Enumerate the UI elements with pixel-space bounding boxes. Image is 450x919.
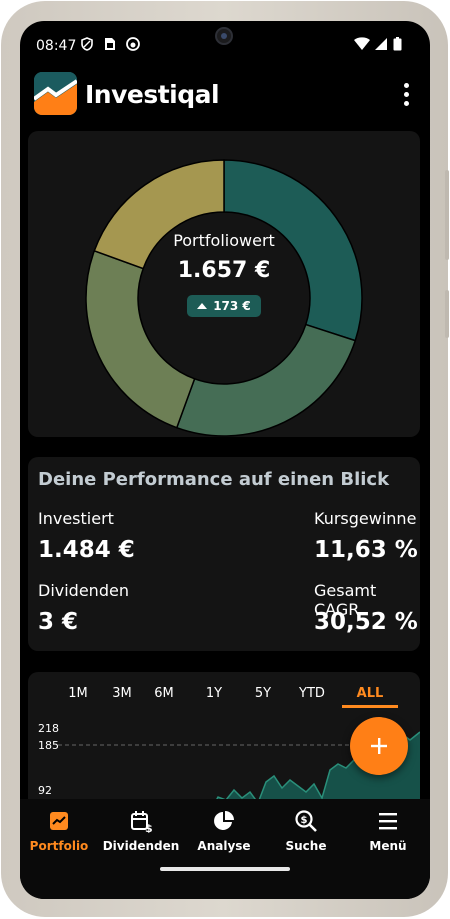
vpn-shield-icon <box>81 37 93 51</box>
nav-label: Suche <box>285 839 327 853</box>
svg-text:$: $ <box>145 822 153 833</box>
wifi-icon <box>354 37 370 50</box>
app-title: Investiqal <box>85 80 220 109</box>
nav-label: Portfolio <box>29 839 89 853</box>
range-tab-ytd[interactable]: YTD <box>299 686 325 701</box>
portfolio-donut-chart <box>85 159 363 437</box>
range-tab-1m[interactable]: 1M <box>68 686 88 701</box>
donut-segment[interactable] <box>85 249 196 429</box>
dot-icon <box>403 91 409 97</box>
svg-text:$: $ <box>301 815 308 826</box>
dividends-value: 3 € <box>38 609 79 635</box>
app-bar: Investiqal <box>20 65 430 125</box>
cagr-label: Gesamt CAGR <box>314 581 377 619</box>
menu-icon <box>379 813 397 830</box>
portfolio-chart-icon <box>50 812 68 830</box>
search-dollar-icon: $ <box>295 810 317 832</box>
status-time: 08:47 <box>36 38 77 54</box>
invested-label: Investiert <box>38 509 114 528</box>
sim-card-icon <box>105 38 115 50</box>
status-bar: 08:47 <box>20 21 430 61</box>
nav-label: Menü <box>369 839 407 853</box>
power-button <box>445 290 449 338</box>
calendar-dollar-icon: $ <box>131 811 153 833</box>
dot-icon <box>403 82 409 88</box>
nav-item-suche[interactable]: $ Suche <box>264 809 348 853</box>
bottom-navigation: Portfolio $ Dividenden Analyse $ <box>20 799 430 899</box>
portfolio-change-value: 173 € <box>213 299 251 313</box>
donut-segment[interactable] <box>175 323 357 437</box>
front-camera <box>215 27 233 45</box>
dot-icon <box>403 100 409 106</box>
portfolio-value-label: Portfoliowert <box>173 231 275 250</box>
performance-card: Deine Performance auf einen Blick Invest… <box>28 457 420 651</box>
performance-title: Deine Performance auf einen Blick <box>38 469 390 490</box>
plus-icon <box>371 738 387 754</box>
portfolio-value: 1.657 € <box>177 258 271 283</box>
add-transaction-button[interactable] <box>350 717 408 775</box>
pie-chart-icon <box>214 811 234 830</box>
portfolio-change-badge: 173 € <box>187 295 261 317</box>
signal-icon <box>375 38 387 50</box>
gains-value: 11,63 % <box>314 537 418 563</box>
nav-item-analyse[interactable]: Analyse <box>182 809 266 853</box>
donut-segment[interactable] <box>223 159 363 342</box>
nav-item-portfolio[interactable]: Portfolio <box>20 809 101 853</box>
y-axis-tick: 218 <box>38 722 59 735</box>
range-tab-1y[interactable]: 1Y <box>205 686 223 701</box>
active-range-underline <box>342 705 398 708</box>
nav-item-menu[interactable]: Menü <box>346 809 430 853</box>
y-axis-tick: 185 <box>38 739 59 752</box>
screen: 08:47 <box>20 21 430 899</box>
app-notification-icon <box>126 37 140 51</box>
overflow-menu-button[interactable] <box>394 79 418 109</box>
nav-item-dividenden[interactable]: $ Dividenden <box>99 809 183 853</box>
range-tab-all[interactable]: ALL <box>356 686 384 701</box>
donut-segment[interactable] <box>93 159 225 270</box>
range-tab-6m[interactable]: 6M <box>154 686 174 701</box>
battery-icon <box>393 37 402 51</box>
volume-button <box>445 170 449 260</box>
invested-value: 1.484 € <box>38 537 135 563</box>
donut-center: Portfoliowert 1.657 € 173 € <box>140 231 308 317</box>
nav-label: Dividenden <box>102 839 180 853</box>
range-tab-5y[interactable]: 5Y <box>254 686 272 701</box>
portfolio-donut-card[interactable]: Portfoliowert 1.657 € 173 € <box>28 131 420 437</box>
dividends-label: Dividenden <box>38 581 129 600</box>
range-tab-3m[interactable]: 3M <box>112 686 132 701</box>
nav-label: Analyse <box>197 839 251 853</box>
arrow-up-icon <box>197 303 208 309</box>
cagr-value: 30,52 % <box>314 609 418 635</box>
app-logo-icon <box>34 72 77 115</box>
y-axis-tick: 92 <box>38 784 52 797</box>
gains-label: Kursgewinne <box>314 509 417 528</box>
home-indicator <box>160 867 290 871</box>
